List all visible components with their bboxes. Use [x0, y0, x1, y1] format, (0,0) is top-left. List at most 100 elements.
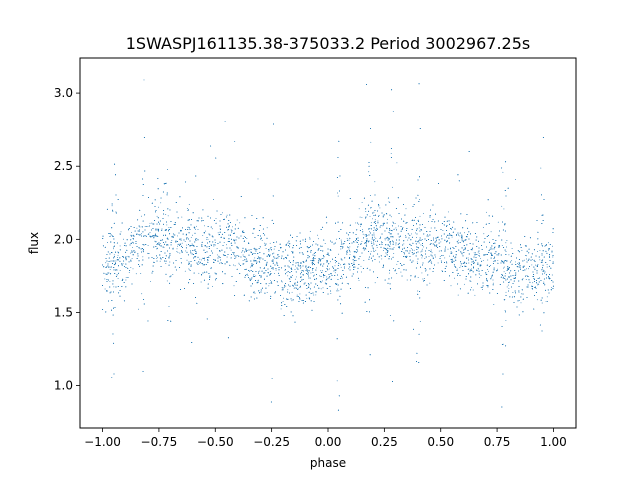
data-point	[112, 209, 113, 211]
data-point	[214, 242, 216, 243]
data-point	[186, 259, 188, 261]
data-point	[226, 244, 227, 246]
data-point	[336, 238, 338, 240]
data-point	[295, 276, 297, 278]
data-point	[518, 300, 520, 301]
data-point	[117, 251, 119, 253]
data-point	[231, 231, 233, 233]
data-point	[300, 266, 302, 268]
data-point	[478, 252, 480, 254]
data-point	[502, 276, 504, 278]
data-point	[360, 225, 362, 227]
data-point	[407, 239, 409, 241]
data-point	[273, 252, 275, 254]
data-point	[211, 228, 213, 230]
data-point	[374, 282, 376, 284]
data-point	[482, 227, 484, 229]
data-point	[288, 277, 290, 279]
data-point	[545, 300, 547, 302]
data-point	[330, 273, 331, 275]
data-point	[384, 239, 386, 241]
data-point	[127, 255, 129, 257]
data-point	[213, 199, 214, 200]
data-point	[204, 259, 205, 261]
data-point	[389, 202, 391, 204]
data-point	[450, 285, 452, 287]
data-point	[161, 228, 163, 230]
data-point	[230, 229, 232, 231]
data-point	[493, 304, 495, 305]
data-point	[284, 269, 286, 271]
data-point	[410, 248, 412, 250]
data-point	[310, 272, 312, 274]
data-point	[346, 237, 348, 239]
data-point	[167, 169, 169, 170]
data-point	[104, 278, 106, 280]
data-point	[156, 248, 158, 250]
data-point	[391, 186, 393, 188]
data-point	[467, 269, 469, 270]
data-point	[360, 224, 362, 226]
data-point	[370, 241, 372, 243]
data-point	[249, 270, 251, 272]
data-point	[454, 277, 455, 279]
data-point	[363, 260, 365, 261]
data-point	[236, 219, 238, 221]
data-point	[203, 225, 205, 227]
data-point	[468, 262, 470, 264]
data-point	[421, 248, 423, 250]
data-point	[446, 240, 448, 241]
data-point	[271, 378, 273, 379]
data-point	[474, 294, 476, 296]
data-point	[464, 232, 466, 234]
data-point	[419, 199, 420, 201]
data-point	[505, 251, 507, 252]
data-point	[427, 234, 428, 236]
data-point	[294, 284, 296, 286]
data-point	[355, 240, 356, 241]
data-point	[197, 229, 199, 230]
data-point	[384, 238, 386, 240]
data-point	[139, 226, 141, 228]
data-point	[358, 208, 360, 210]
data-point	[336, 283, 338, 285]
data-point	[132, 251, 134, 252]
data-point	[325, 279, 327, 281]
data-point	[427, 235, 429, 237]
data-point	[505, 319, 507, 321]
data-point	[270, 279, 271, 281]
data-point	[275, 269, 277, 271]
data-point	[546, 266, 548, 268]
data-point	[189, 270, 191, 271]
data-point	[420, 244, 422, 246]
data-point	[382, 250, 384, 252]
data-point	[312, 264, 313, 266]
data-point	[281, 286, 283, 288]
data-point	[122, 263, 124, 265]
data-point	[478, 255, 480, 257]
data-point	[539, 249, 541, 251]
data-point	[360, 271, 362, 273]
data-point	[169, 261, 171, 263]
data-point	[132, 246, 134, 248]
data-point	[535, 288, 537, 290]
data-point	[330, 250, 332, 251]
data-point	[320, 288, 322, 290]
data-point	[192, 234, 193, 236]
data-point	[180, 239, 182, 241]
data-point	[387, 218, 388, 220]
data-point	[315, 267, 317, 269]
data-point	[131, 258, 133, 260]
data-point	[274, 257, 276, 259]
data-point	[321, 270, 323, 272]
data-point	[461, 253, 463, 255]
data-point	[336, 380, 338, 382]
data-point	[490, 265, 492, 266]
data-point	[441, 255, 442, 256]
data-point	[511, 260, 513, 262]
data-point	[444, 257, 446, 259]
data-point	[136, 227, 138, 229]
data-point	[247, 275, 249, 277]
data-point	[333, 270, 335, 272]
